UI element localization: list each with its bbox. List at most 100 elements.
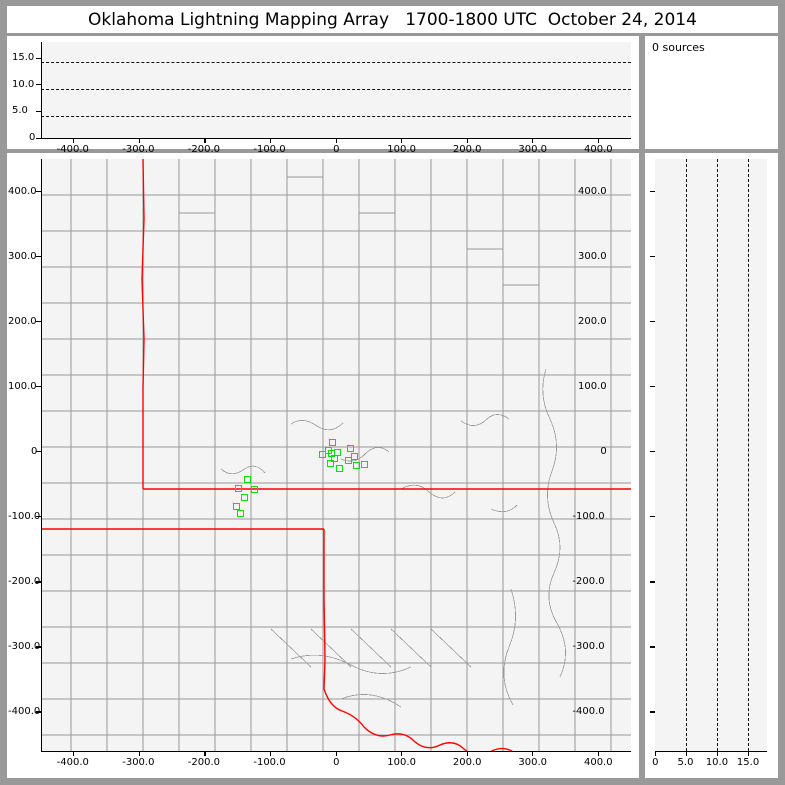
lightning-source-marker [336,465,344,473]
time-height-plot-area [41,42,631,138]
y-tick-map-4 [36,451,41,453]
y-tick-right-0 [650,711,655,713]
x-ticklabel-top-1: -300.0 [122,144,155,155]
x-ticklabel-top-4: 0 [333,144,340,155]
x-ticklabel-map-7: 300.0 [518,757,548,768]
x-tick-top-3 [269,138,272,143]
lightning-source-marker [346,444,354,452]
y-ticklabel-map-5: 100.0 [8,380,37,392]
x-ticklabel-right-0: 0 [652,757,659,768]
y-ticklabel-map-0: -400.0 [8,705,41,717]
x-tick-right-1 [685,751,687,756]
gridline-y-10 [41,62,631,64]
y-tick-map-1 [36,646,41,648]
gridline-x-10 [717,159,719,751]
y-ticklabel-map-2: -200.0 [8,575,41,587]
y-tick-map-3 [36,516,41,518]
y-tick-map-7 [36,256,41,258]
gridline-x-15 [748,159,750,751]
gridline-x-5 [686,159,688,751]
x-tick-map-3 [269,751,272,756]
x-ticklabel-top-2: -200.0 [187,144,221,155]
x-ticklabel-right-3: 15.0 [736,757,760,768]
x-ticklabel-top-3: -100.0 [253,144,286,155]
x-tick-top-7 [532,138,534,143]
lightning-source-marker [251,485,259,493]
y-ticklabel-map-6: 200.0 [8,315,37,327]
title-bar: Oklahoma Lightning Mapping Array 1700-18… [7,6,778,33]
y-tick-right-1 [650,646,655,648]
x-tick-right-2 [716,751,718,756]
x-ticklabel-top-6: 200.0 [452,144,482,155]
x-ticklabel-top-7: 300.0 [518,144,548,155]
y-axis-line-top [41,42,43,138]
y-tick-right-4 [650,451,655,453]
y-ticklabel-right-7: 300.0 [578,250,607,262]
lightning-source-marker [330,455,338,463]
y-tick-map-0 [36,711,41,713]
y-ticklabel-right-4: 0 [600,445,607,457]
x-ticklabel-top-0: -400.0 [56,144,89,155]
y-ticklabel-map-4: 0 [31,445,38,457]
lightning-source-marker [319,450,327,458]
source-count-panel: 0 sources [645,36,778,149]
source-count-label: 0 sources [652,41,705,54]
x-ticklabel-map-4: 0 [333,757,340,768]
lightning-source-marker [240,494,248,502]
x-tick-map-7 [532,751,534,756]
y-ticklabel-right-0: -400.0 [572,705,605,717]
x-tick-map-5 [401,751,403,756]
x-tick-map-1 [138,751,141,756]
y-tick-right-6 [650,321,655,323]
x-tick-top-8 [597,138,599,143]
x-ticklabel-map-1: -300.0 [122,757,155,768]
y-ticklabel-right-3: -100.0 [572,510,605,522]
lightning-source-marker [244,476,251,484]
y-tick-top-2 [36,84,41,86]
y-tick-right-2 [650,581,655,583]
x-ticklabel-map-0: -400.0 [56,757,89,768]
y-ticklabel-top-1: 5.0 [12,105,28,117]
y-ticklabel-map-7: 300.0 [8,250,37,262]
y-ticklabel-top-0: 0 [29,132,36,143]
y-tick-map-6 [36,321,41,323]
y-ticklabel-top-3: 15.0 [12,52,35,63]
y-tick-map-2 [36,581,41,583]
x-ticklabel-map-6: 200.0 [452,757,482,768]
lightning-source-marker [350,453,358,461]
x-ticklabel-right-1: 5.0 [677,757,694,768]
y-ticklabel-right-8: 400.0 [578,185,607,197]
lightning-source-marker [326,459,334,467]
x-tick-map-4 [335,751,337,756]
x-axis-line-right [655,751,767,753]
y-ticklabel-map-1: -300.0 [8,640,41,652]
y-tick-right-5 [650,386,655,388]
y-tick-right-8 [650,191,655,193]
x-tick-top-5 [401,138,403,143]
map-plot-area [41,159,631,751]
x-ticklabel-top-5: 100.0 [387,144,416,155]
x-ticklabel-map-5: 100.0 [387,757,416,768]
x-ticklabel-top-8: 400.0 [583,144,613,155]
x-ticklabel-map-3: -100.0 [253,757,286,768]
height-east-west-plot-area [655,159,767,751]
y-tick-top-3 [36,57,41,59]
x-tick-map-6 [466,751,468,756]
x-tick-top-6 [466,138,468,143]
x-tick-top-4 [335,138,337,143]
y-ticklabel-top-2: 10.0 [12,78,35,90]
map-panel: -400.0 -300.0 -200.0 -100.0 0 100.0 200.0 300.0… [7,153,639,778]
lightning-source-marker [237,510,245,518]
x-tick-map-2 [204,751,206,756]
page-title: Oklahoma Lightning Mapping Array 1700-18… [88,9,697,30]
x-tick-top-1 [138,138,141,143]
y-ticklabel-right-5: 100.0 [578,380,607,392]
height-east-west-panel: 0 5.0 10.0 15.0 [645,153,778,778]
y-tick-right-3 [650,516,655,518]
x-tick-map-0 [73,751,75,756]
y-ticklabel-right-2: -200.0 [572,575,605,587]
lightning-source-marker [344,457,352,465]
x-ticklabel-map-8: 400.0 [583,757,613,768]
y-axis-line-map [41,159,43,751]
